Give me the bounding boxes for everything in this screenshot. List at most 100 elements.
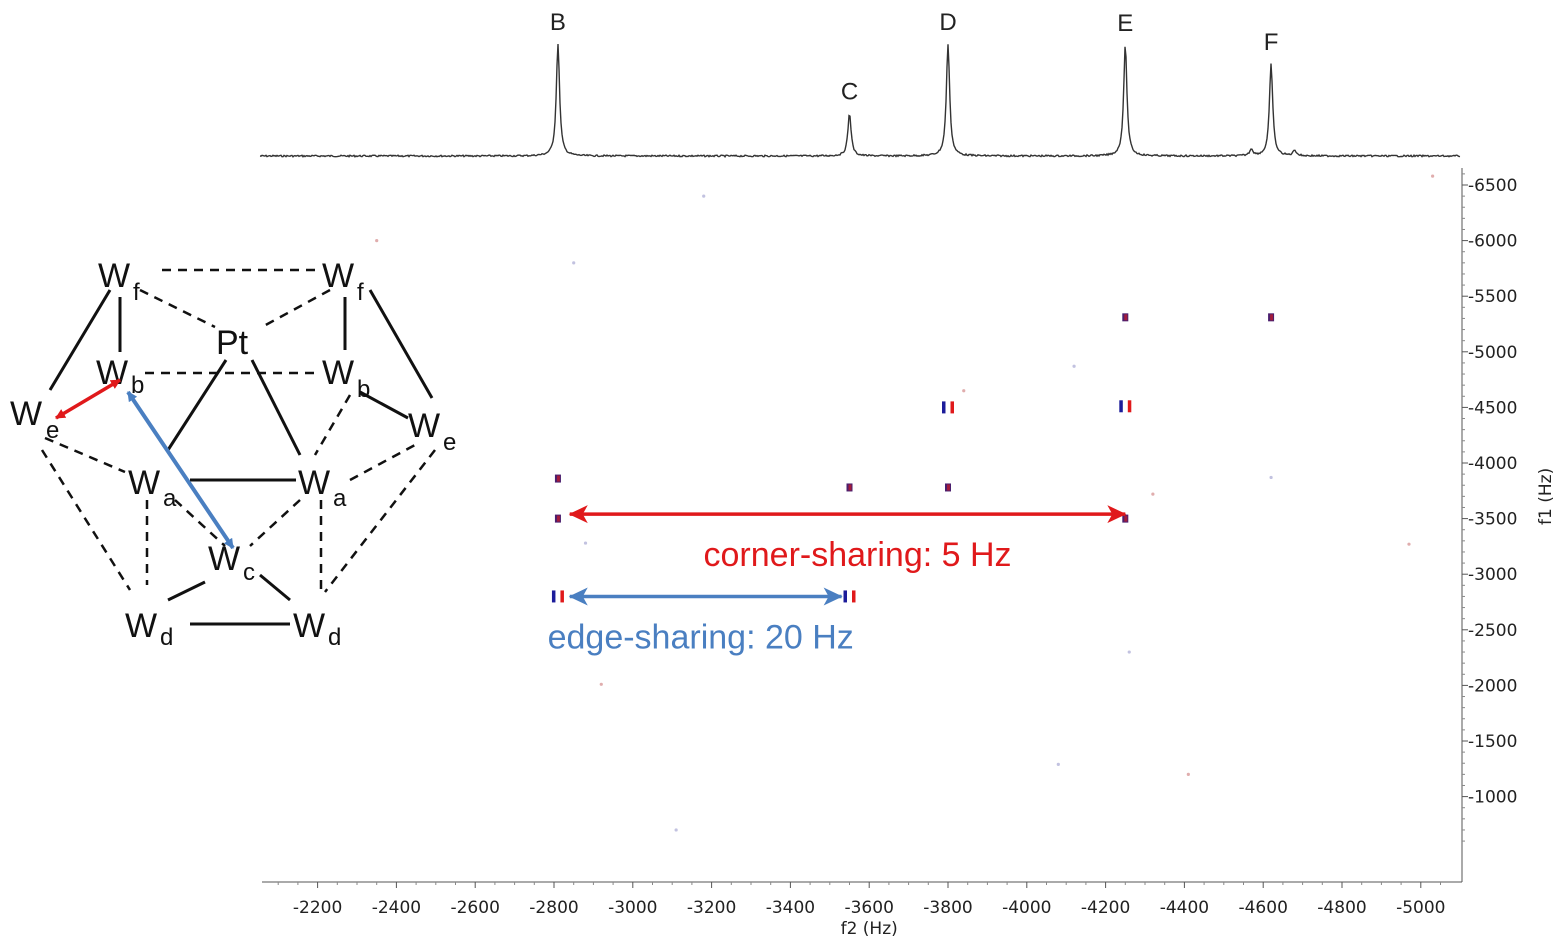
svg-text:W: W [298, 464, 330, 502]
atom-wf-left: W f [98, 257, 140, 306]
cross-peak [843, 590, 856, 603]
y-tick-label: -2000 [1468, 676, 1517, 696]
noise-spots [375, 174, 1435, 832]
cross-peak-positive-lobe [560, 590, 564, 603]
peak-label-b: B [550, 9, 566, 36]
y-tick-label: -4500 [1468, 398, 1517, 418]
svg-text:a: a [333, 485, 347, 512]
svg-text:W: W [322, 354, 354, 392]
x-tick-label: -2400 [372, 898, 421, 918]
x-ticks: -2200 -2400 -2600 -2800 -3000 -3200 -3400 -3600… [277, 882, 1446, 918]
svg-text:W: W [128, 464, 160, 502]
corner-sharing-arrow-structure [55, 378, 121, 420]
cross-peak-core [848, 484, 852, 491]
atom-wf-right: W f [322, 257, 364, 306]
svg-text:f: f [133, 279, 140, 306]
y-tick-label: -5500 [1468, 287, 1517, 307]
y-tick-label: -6000 [1468, 232, 1517, 252]
cross-peak-positive-lobe [950, 401, 954, 414]
cross-peak-positive-lobe [852, 590, 856, 603]
x-tick-label: -3200 [687, 898, 736, 918]
noise-spot [572, 261, 576, 265]
x-axis: -2200 -2400 -2600 -2800 -3000 -3200 -3400 -3600… [262, 881, 1462, 939]
edge-sharing-arrow-structure [126, 390, 235, 550]
svg-text:d: d [328, 624, 341, 651]
edge-sharing-label: edge-sharing: 20 Hz [548, 618, 854, 656]
y-axis-title: f1 (Hz) [1536, 468, 1556, 525]
svg-text:a: a [163, 485, 177, 512]
cross-peak-negative-lobe [551, 590, 556, 603]
peak-labels: B C D E F [550, 9, 1278, 105]
x-tick-label: -3600 [844, 898, 893, 918]
svg-text:W: W [98, 257, 130, 295]
x-tick-label: -2600 [450, 898, 499, 918]
atom-we-left: W e [10, 395, 59, 444]
svg-text:W: W [322, 257, 354, 295]
cross-peak [554, 514, 561, 523]
svg-text:c: c [243, 559, 255, 586]
svg-text:W: W [208, 540, 240, 578]
x-tick-label: -3800 [923, 898, 972, 918]
cross-peak [1122, 313, 1129, 322]
atom-we-right: W e [408, 407, 456, 456]
noise-spot [674, 828, 678, 832]
noise-spot [1407, 542, 1411, 546]
y-tick-label: -2500 [1468, 621, 1517, 641]
y-tick-label: -1500 [1468, 732, 1517, 752]
noise-spot [1151, 492, 1155, 496]
y-tick-label: -6500 [1468, 176, 1517, 196]
noise-spot [1186, 772, 1190, 776]
cross-peak-positive-lobe [1127, 400, 1132, 413]
cross-peak [1268, 313, 1275, 322]
noise-spot [702, 194, 706, 198]
svg-text:d: d [160, 624, 173, 651]
cross-peak [1119, 400, 1132, 413]
atom-wa-right: W a [298, 464, 347, 512]
y-axis: -1000 -1500 -2000 -2500 -3000 -3500 -4000 -4500… [1461, 168, 1556, 882]
svg-text:Pt: Pt [216, 324, 249, 362]
cross-peak-core [556, 515, 560, 522]
x-tick-label: -3000 [608, 898, 657, 918]
svg-text:b: b [357, 376, 370, 403]
y-tick-label: -1000 [1468, 788, 1517, 808]
noise-spot [1127, 650, 1131, 654]
atom-wb-right: W b [322, 354, 370, 403]
svg-text:b: b [131, 372, 144, 399]
cross-peak [945, 483, 951, 492]
y-tick-label: -3000 [1468, 565, 1517, 585]
y-tick-label: -3500 [1468, 510, 1517, 530]
noise-spot [1269, 475, 1273, 480]
cross-peak [551, 590, 564, 603]
coupling-annotations: corner-sharing: 5 Hz edge-sharing: 20 Hz [548, 505, 1127, 656]
noise-spot [962, 389, 966, 393]
y-tick-label: -4000 [1468, 454, 1517, 474]
noise-spot [1056, 762, 1060, 766]
x-axis-title: f2 (Hz) [841, 919, 898, 939]
svg-text:W: W [293, 607, 325, 645]
cross-peak-core [1124, 515, 1128, 522]
noise-spot [1072, 364, 1076, 368]
atom-pt: Pt [216, 324, 249, 362]
svg-text:e: e [443, 429, 456, 456]
cross-peak-negative-lobe [942, 401, 946, 414]
cross-peak-negative-lobe [1119, 400, 1123, 413]
noise-spot [1431, 174, 1435, 178]
cross-peak [846, 483, 853, 492]
x-tick-label: -4600 [1238, 898, 1287, 918]
peak-label-e: E [1117, 10, 1133, 37]
atom-wd-left: W d [125, 607, 173, 651]
x-tick-label: -3400 [766, 898, 815, 918]
peak-label-d: D [939, 9, 956, 36]
x-tick-label: -4400 [1160, 898, 1209, 918]
plot-area [375, 174, 1435, 832]
spectrum-trace [259, 43, 1461, 158]
corner-sharing-label: corner-sharing: 5 Hz [704, 536, 1012, 574]
x-tick-label: -4800 [1317, 898, 1366, 918]
noise-spot [375, 239, 379, 243]
cross-peak [554, 474, 561, 483]
peak-label-f: F [1264, 29, 1279, 56]
y-ticks: -1000 -1500 -2000 -2500 -3000 -3500 -4000 -4500… [1462, 173, 1517, 842]
x-tick-label: -4200 [1081, 898, 1130, 918]
svg-text:W: W [125, 607, 157, 645]
cross-peak-core [1124, 314, 1128, 321]
